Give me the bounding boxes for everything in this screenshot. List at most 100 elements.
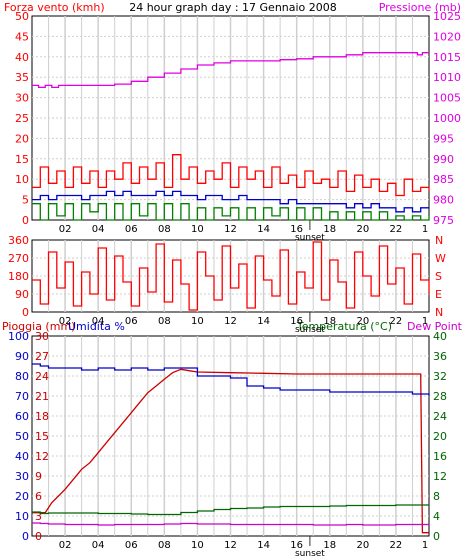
compass-label: N [435, 306, 443, 319]
humidity-tick-label: 10 [15, 510, 29, 523]
pressure-line [32, 52, 429, 89]
pressure-tick-label: 990 [433, 153, 454, 166]
wind-tick-label: 35 [15, 71, 29, 84]
compass-label: N [435, 234, 443, 247]
x-tick-label: 20 [356, 316, 369, 327]
temperature-tick-label: 8 [433, 490, 440, 503]
rain-line [32, 368, 429, 534]
temperature-line [32, 504, 429, 516]
temperature-tick-label: 20 [433, 430, 447, 443]
humidity-tick-label: 0 [22, 530, 29, 543]
x-tick-label: 1 [422, 316, 428, 327]
wind-axis-label: Forza vento (kmh) [4, 1, 105, 14]
sunset-label: sunset [295, 233, 325, 243]
rain-axis-label: Pioggia (mm) [2, 320, 75, 333]
temperature-tick-label: 24 [433, 410, 447, 423]
temperature-tick-label: 4 [433, 510, 440, 523]
pressure-tick-label: 1020 [433, 30, 461, 43]
temperature-axis-label: Temperatura (°C) [296, 320, 392, 333]
rain-tick-label: 21 [35, 390, 49, 403]
x-tick-label: 1 [422, 224, 428, 235]
x-tick-label: 22 [390, 224, 403, 235]
x-tick-label: 06 [125, 540, 138, 551]
x-tick-label: 04 [92, 224, 105, 235]
x-tick-label: 06 [125, 316, 138, 327]
direction-line [32, 241, 430, 311]
direction-tick-label: 90 [15, 288, 29, 301]
humidity-tick-label: 100 [8, 330, 29, 343]
x-tick-label: 12 [224, 316, 237, 327]
x-tick-label: 18 [323, 224, 336, 235]
x-tick-label: 18 [323, 540, 336, 551]
wind-line [32, 154, 430, 197]
x-tick-label: 12 [224, 224, 237, 235]
rain-tick-label: 24 [35, 370, 49, 383]
x-tick-label: 08 [158, 224, 171, 235]
humidity-tick-label: 20 [15, 490, 29, 503]
x-tick-label: 04 [92, 316, 105, 327]
temperature-tick-label: 16 [433, 450, 447, 463]
rain-tick-label: 3 [35, 510, 42, 523]
x-tick-label: 10 [191, 316, 204, 327]
dewpoint-axis-label: Dew Point [407, 320, 463, 333]
x-tick-label: 14 [257, 540, 270, 551]
wind-tick-label: 10 [15, 173, 29, 186]
direction-tick-label: 180 [8, 270, 29, 283]
humidity-tick-label: 30 [15, 470, 29, 483]
x-tick-label: 18 [323, 316, 336, 327]
wind-tick-label: 25 [15, 112, 29, 125]
pressure-tick-label: 975 [433, 214, 454, 227]
x-tick-label: 02 [59, 540, 72, 551]
x-tick-label: 14 [257, 316, 270, 327]
compass-label: E [435, 288, 442, 301]
temperature-tick-label: 0 [433, 530, 440, 543]
x-tick-label: 16 [290, 540, 303, 551]
humidity-tick-label: 90 [15, 350, 29, 363]
temperature-tick-label: 28 [433, 390, 447, 403]
sunset-label: sunset [295, 549, 325, 556]
humidity-tick-label: 60 [15, 410, 29, 423]
x-tick-label: 14 [257, 224, 270, 235]
direction-tick-label: 270 [8, 252, 29, 265]
x-tick-label: 22 [390, 540, 403, 551]
x-tick-label: 16 [290, 224, 303, 235]
x-tick-label: 10 [191, 540, 204, 551]
pressure-axis-label: Pressione (mb) [379, 1, 461, 14]
x-tick-label: 04 [92, 540, 105, 551]
wind-tick-label: 20 [15, 132, 29, 145]
compass-label: W [435, 252, 446, 265]
gust-line [32, 190, 429, 213]
x-tick-label: 08 [158, 540, 171, 551]
pressure-tick-label: 980 [433, 194, 454, 207]
x-tick-label: 22 [390, 316, 403, 327]
humidity-axis-label: Umidita % [68, 320, 125, 333]
x-tick-label: 06 [125, 224, 138, 235]
rain-tick-label: 18 [35, 410, 49, 423]
rain-tick-label: 12 [35, 450, 49, 463]
pressure-tick-label: 985 [433, 173, 454, 186]
sunset-label: sunset [295, 325, 325, 335]
wind_green-line [32, 203, 430, 221]
x-tick-label: 20 [356, 540, 369, 551]
x-tick-label: 02 [59, 316, 72, 327]
wind-tick-label: 45 [15, 30, 29, 43]
temperature-tick-label: 36 [433, 350, 447, 363]
rain-tick-label: 9 [35, 470, 42, 483]
rain-tick-label: 0 [35, 530, 42, 543]
humidity-tick-label: 80 [15, 370, 29, 383]
pressure-tick-label: 1000 [433, 112, 461, 125]
compass-label: S [435, 270, 442, 283]
wind-tick-label: 50 [15, 10, 29, 23]
x-tick-label: 20 [356, 224, 369, 235]
rain-tick-label: 6 [35, 490, 42, 503]
rain-tick-label: 15 [35, 430, 49, 443]
rain-tick-label: 27 [35, 350, 49, 363]
x-tick-label: 1 [422, 540, 428, 551]
wind-tick-label: 15 [15, 153, 29, 166]
x-tick-label: 10 [191, 224, 204, 235]
temperature-tick-label: 12 [433, 470, 447, 483]
humidity-tick-label: 70 [15, 390, 29, 403]
x-tick-label: 08 [158, 316, 171, 327]
pressure-tick-label: 1005 [433, 92, 461, 105]
